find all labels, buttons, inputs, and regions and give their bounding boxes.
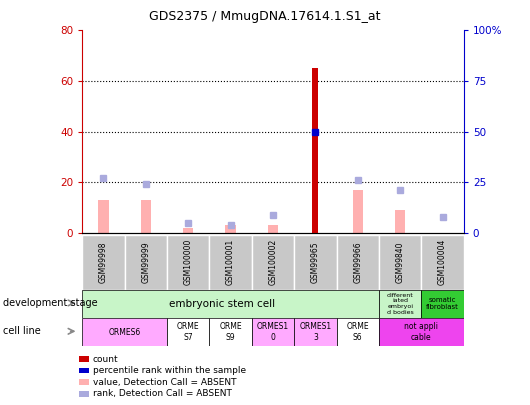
Text: GSM99966: GSM99966 (354, 241, 362, 283)
Bar (79, 391, 89, 396)
Bar (421, 290, 464, 318)
Bar (313, 68, 318, 233)
Bar (167, 318, 209, 346)
Text: value, Detection Call = ABSENT: value, Detection Call = ABSENT (93, 378, 236, 387)
Text: development stage: development stage (3, 298, 98, 308)
Bar (82, 290, 379, 318)
Bar (167, 235, 209, 290)
Bar (79, 379, 89, 385)
Bar (379, 235, 421, 290)
Text: ORMES6: ORMES6 (109, 328, 140, 337)
Text: embryonic stem cell: embryonic stem cell (169, 299, 275, 309)
Bar (98, 200, 109, 233)
Bar (183, 228, 193, 233)
Bar (225, 225, 236, 233)
Text: not appli
cable: not appli cable (404, 322, 438, 342)
Bar (79, 356, 89, 362)
Text: GDS2375 / MmugDNA.17614.1.S1_at: GDS2375 / MmugDNA.17614.1.S1_at (149, 10, 381, 23)
Bar (421, 235, 464, 290)
Text: percentile rank within the sample: percentile rank within the sample (93, 366, 246, 375)
Bar (209, 318, 252, 346)
Bar (82, 318, 167, 346)
Bar (294, 318, 337, 346)
Bar (252, 318, 294, 346)
Text: GSM100002: GSM100002 (269, 239, 277, 286)
Bar (337, 318, 379, 346)
Text: ORME
S7: ORME S7 (177, 322, 199, 342)
Bar (125, 235, 167, 290)
Text: count: count (93, 354, 118, 364)
Text: GSM99998: GSM99998 (99, 241, 108, 283)
Text: GSM99999: GSM99999 (142, 241, 150, 283)
Bar (352, 190, 363, 233)
Bar (79, 368, 89, 373)
Bar (140, 200, 151, 233)
Text: ORME
S6: ORME S6 (347, 322, 369, 342)
Text: GSM100004: GSM100004 (438, 239, 447, 286)
Bar (379, 318, 464, 346)
Bar (294, 235, 337, 290)
Bar (379, 290, 421, 318)
Bar (395, 210, 405, 233)
Text: GSM100001: GSM100001 (226, 239, 235, 286)
Text: GSM99840: GSM99840 (396, 241, 404, 283)
Bar (337, 235, 379, 290)
Text: ORMES1
0: ORMES1 0 (257, 322, 289, 342)
Text: different
iated
embryoi
d bodies: different iated embryoi d bodies (387, 292, 413, 315)
Text: ORMES1
3: ORMES1 3 (299, 322, 331, 342)
Text: somatic
fibroblast: somatic fibroblast (426, 297, 459, 310)
Text: cell line: cell line (3, 326, 40, 336)
Bar (268, 225, 278, 233)
Text: GSM100000: GSM100000 (184, 239, 192, 286)
Bar (252, 235, 294, 290)
Bar (82, 235, 125, 290)
Text: GSM99965: GSM99965 (311, 241, 320, 283)
Text: ORME
S9: ORME S9 (219, 322, 242, 342)
Bar (209, 235, 252, 290)
Text: rank, Detection Call = ABSENT: rank, Detection Call = ABSENT (93, 389, 232, 398)
